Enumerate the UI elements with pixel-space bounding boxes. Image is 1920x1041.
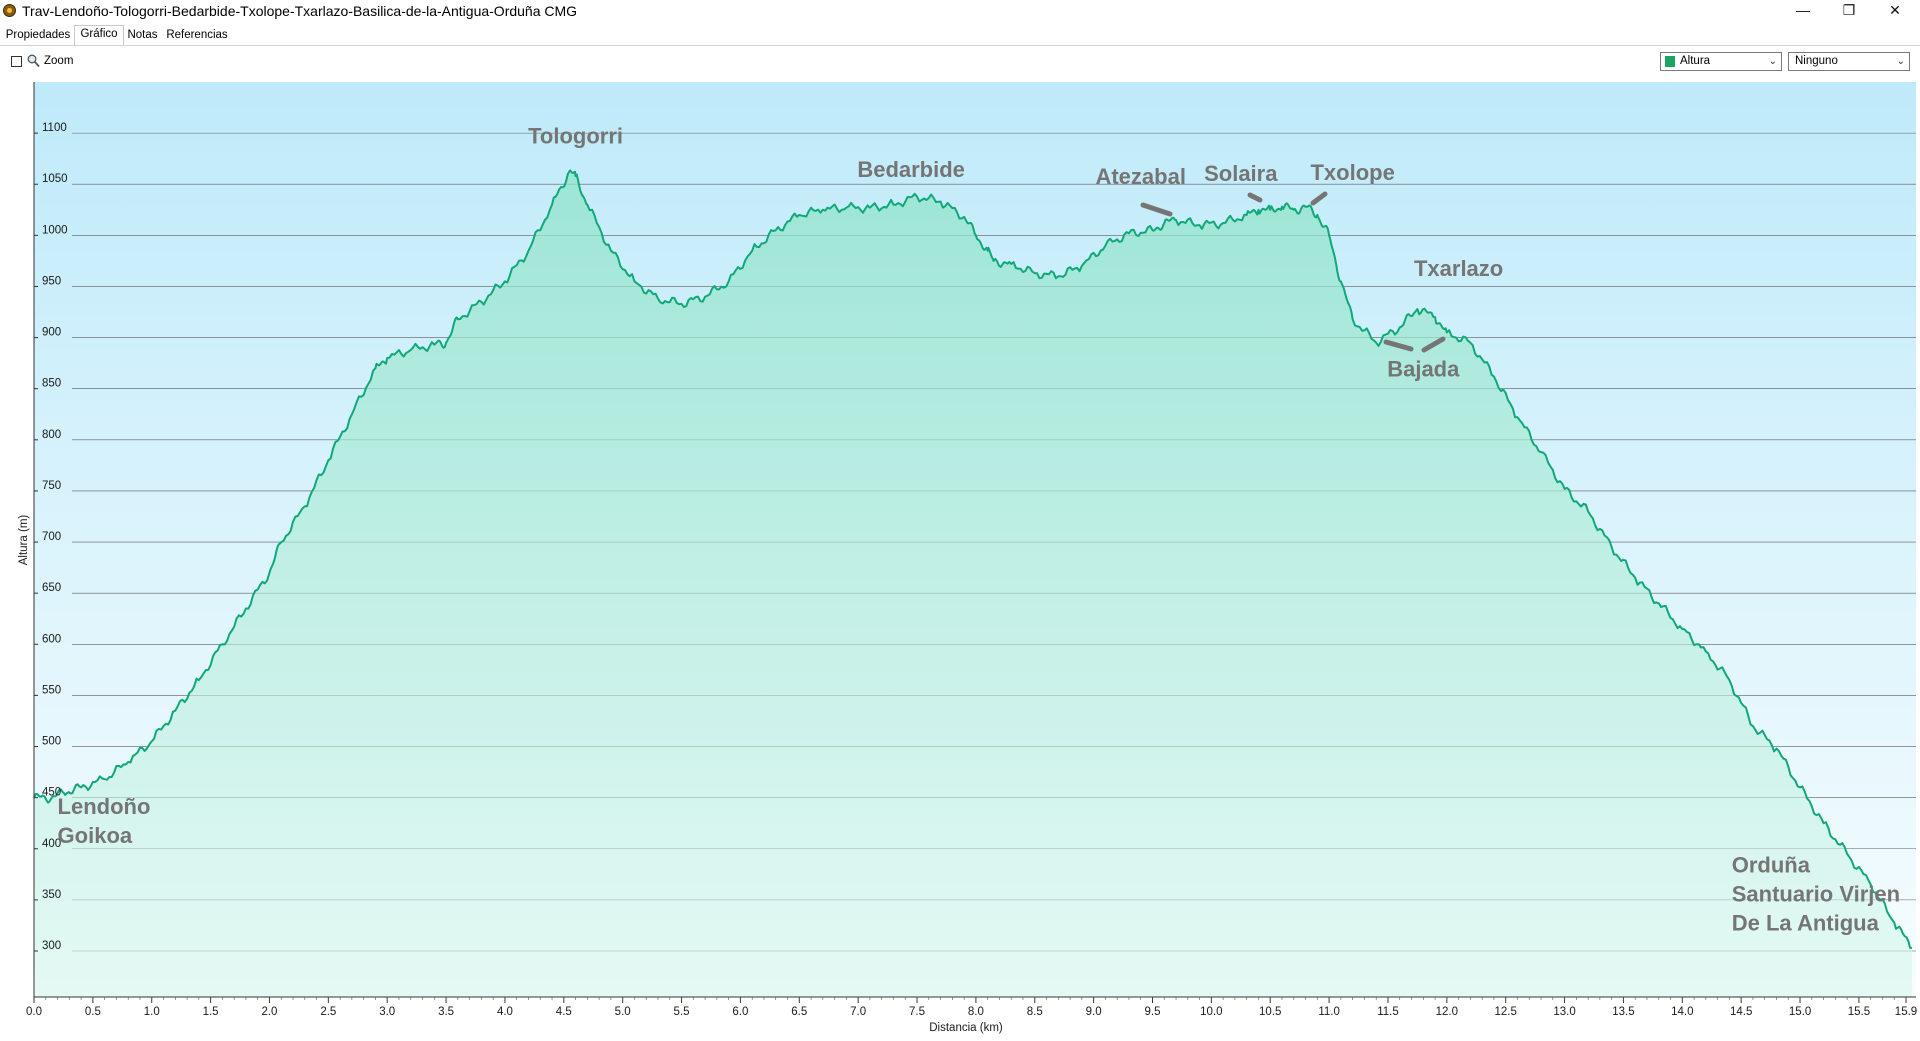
x-tick-label: 14.0 — [1671, 1006, 1693, 1018]
x-tick-label: 7.0 — [850, 1006, 866, 1018]
x-tick-label: 3.0 — [379, 1006, 395, 1018]
y-tick-label: 700 — [42, 531, 61, 543]
x-tick-label: 6.5 — [791, 1006, 807, 1018]
y-tick-label: 1000 — [42, 224, 68, 236]
x-tick-label: 15.5 — [1848, 1006, 1870, 1018]
title-bar: Trav-Lendoño-Tologorri-Bedarbide-Txolope… — [0, 0, 1920, 22]
x-tick-label: 13.0 — [1553, 1006, 1575, 1018]
app-icon — [3, 4, 16, 17]
x-tick-label: 5.5 — [674, 1006, 690, 1018]
y-tick-label: 600 — [42, 633, 61, 645]
series-color-swatch — [1665, 56, 1675, 67]
y-tick-label: 1050 — [42, 173, 68, 185]
close-button[interactable]: ✕ — [1889, 2, 1901, 18]
x-tick-label: 13.5 — [1612, 1006, 1634, 1018]
y-tick-label: 950 — [42, 275, 61, 287]
chevron-down-icon: ⌄ — [1768, 56, 1777, 67]
secondary-select[interactable]: Ninguno ⌄ — [1788, 52, 1910, 71]
y-axis-ticks: 1100 1050 1000 950 900 850 800 750 700 650 600 550 5… — [34, 122, 68, 952]
x-tick-label: 3.5 — [438, 1006, 454, 1018]
annotations: Tologorri Bedarbide Atezabal Solaira Txolope… — [58, 123, 1901, 935]
tab-grafico[interactable]: Gráfico — [74, 25, 124, 46]
x-tick-label: 15.9 — [1895, 1006, 1917, 1018]
tab-divider — [0, 45, 1920, 46]
y-tick-label: 350 — [42, 889, 61, 901]
x-tick-label: 8.5 — [1027, 1006, 1043, 1018]
y-tick-label: 450 — [42, 787, 61, 799]
atezabal-pointer — [1140, 202, 1173, 217]
ann-bedarbide: Bedarbide — [857, 157, 965, 182]
tab-notas[interactable]: Notas — [127, 29, 158, 41]
x-tick-label: 5.0 — [615, 1006, 631, 1018]
ann-tologorri: Tologorri — [528, 123, 623, 148]
x-tick-label: 15.0 — [1789, 1006, 1811, 1018]
x-tick-label: 10.0 — [1200, 1006, 1222, 1018]
elevation-area — [34, 170, 1912, 997]
bajada-right-pointer — [1421, 336, 1446, 353]
y-axis-label: Altura (m) — [18, 515, 30, 566]
series-select[interactable]: Altura ⌄ — [1660, 52, 1782, 71]
x-tick-label: 4.5 — [556, 1006, 572, 1018]
zoom-checkbox[interactable] — [11, 56, 22, 67]
series-select-value: Altura — [1680, 55, 1711, 67]
x-tick-label: 8.0 — [968, 1006, 984, 1018]
x-tick-label: 2.0 — [261, 1006, 277, 1018]
bajada-left-pointer — [1383, 339, 1414, 352]
restore-button[interactable]: ❐ — [1842, 2, 1856, 18]
y-tick-label: 300 — [42, 940, 61, 952]
minimize-button[interactable]: — — [1796, 2, 1810, 18]
magnifier-icon — [27, 54, 40, 68]
x-tick-label: 4.0 — [497, 1006, 513, 1018]
y-tick-label: 800 — [42, 429, 61, 441]
zoom-label: Zoom — [44, 55, 74, 67]
x-tick-label: 12.5 — [1495, 1006, 1517, 1018]
annotation-pointers — [1140, 191, 1446, 353]
x-axis-label: Distancia (km) — [929, 1022, 1003, 1034]
txolope-pointer — [1310, 191, 1328, 206]
y-tick-label: 1100 — [42, 122, 67, 134]
x-tick-label: 14.5 — [1730, 1006, 1752, 1018]
ann-solaira: Solaira — [1204, 161, 1278, 186]
x-tick-label: 10.5 — [1259, 1006, 1281, 1018]
y-tick-label: 400 — [42, 838, 61, 850]
y-tick-label: 500 — [42, 736, 61, 748]
x-tick-label: 9.0 — [1086, 1006, 1102, 1018]
chevron-down-icon: ⌄ — [1896, 56, 1905, 67]
x-tick-label: 6.0 — [732, 1006, 748, 1018]
x-tick-label: 2.5 — [320, 1006, 336, 1018]
x-tick-label: 1.0 — [144, 1006, 160, 1018]
ann-lendono-goikoa: Lendoño Goikoa — [58, 794, 151, 848]
ann-bajada: Bajada — [1387, 356, 1460, 381]
y-tick-label: 850 — [42, 378, 61, 390]
ann-txolope: Txolope — [1310, 160, 1394, 185]
solaira-pointer — [1247, 192, 1263, 203]
x-tick-label: 0.5 — [85, 1006, 101, 1018]
x-tick-label: 12.0 — [1436, 1006, 1458, 1018]
x-tick-label: 1.5 — [203, 1006, 219, 1018]
x-tick-label: 0.0 — [26, 1006, 42, 1018]
tab-propiedades[interactable]: Propiedades — [5, 29, 71, 41]
y-tick-label: 750 — [42, 480, 61, 492]
elevation-chart: 1100 1050 1000 950 900 850 800 750 700 650 600 550 5… — [18, 82, 1917, 1034]
window-title: Trav-Lendoño-Tologorri-Bedarbide-Txolope… — [22, 3, 578, 19]
tab-referencias[interactable]: Referencias — [166, 29, 228, 41]
x-tick-label: 9.5 — [1144, 1006, 1160, 1018]
x-tick-label: 11.0 — [1318, 1006, 1340, 1018]
y-tick-label: 900 — [42, 327, 61, 339]
ann-atezabal: Atezabal — [1095, 164, 1185, 189]
x-tick-label: 11.5 — [1377, 1006, 1399, 1018]
y-tick-label: 550 — [42, 684, 61, 696]
x-axis-ticks: 0.0 0.5 1.0 1.5 2.0 2.5 3.0 3.5 4.0 4.5 5.0 5.5 6.0 6… — [26, 997, 1917, 1018]
y-tick-label: 650 — [42, 582, 61, 594]
ann-orduna: Orduña Santuario Virjen De La Antigua — [1732, 852, 1900, 935]
x-tick-label: 7.5 — [909, 1006, 925, 1018]
secondary-select-value: Ninguno — [1795, 55, 1838, 67]
elevation-line — [33, 169, 1912, 949]
ann-txarlazo: Txarlazo — [1414, 256, 1503, 281]
